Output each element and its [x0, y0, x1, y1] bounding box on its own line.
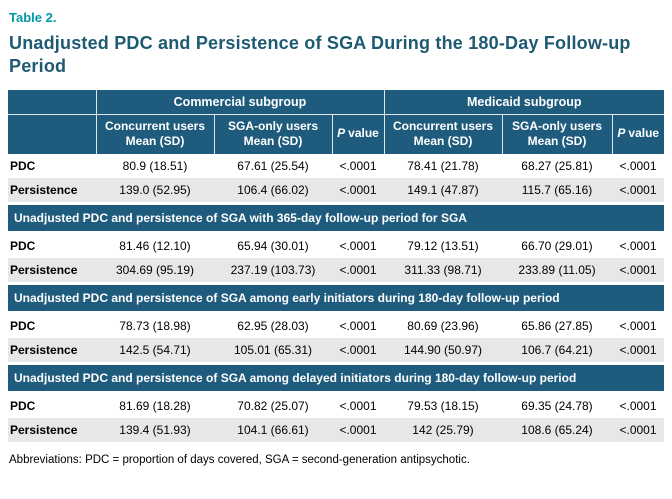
section-header-text: Unadjusted PDC and persistence of SGA am… [8, 282, 665, 315]
cell-pvalue: <.0001 [332, 418, 384, 443]
group-header-commercial: Commercial subgroup [95, 90, 384, 116]
section-header-365-day: Unadjusted PDC and persistence of SGA wi… [8, 202, 665, 235]
col-header-line2: Mean (SD) [413, 133, 473, 148]
cell-pvalue: <.0001 [332, 392, 384, 419]
cell-value: 142 (25.79) [384, 418, 502, 443]
cell-value: 104.1 (66.61) [214, 418, 332, 443]
col-header-line1: Concurrent users [104, 119, 206, 134]
p-value-rest: value [628, 126, 660, 141]
cell-value: 67.61 (25.54) [214, 154, 332, 179]
cell-value: 65.94 (30.01) [214, 232, 332, 259]
column-header-row: Concurrent users Mean (SD) SGA-only users… [8, 114, 665, 155]
section-header-text: Unadjusted PDC and persistence of SGA wi… [8, 202, 665, 235]
cell-value: 139.0 (52.95) [96, 178, 214, 204]
table-row-pdc: PDC 80.9 (18.51) 67.61 (25.54) <.0001 78… [8, 154, 665, 179]
cell-pvalue: <.0001 [332, 258, 384, 284]
col-header-medicaid-sga-only: SGA-only users Mean (SD) [501, 114, 612, 155]
cell-value: 80.9 (18.51) [96, 154, 214, 179]
cell-value: 78.41 (21.78) [384, 154, 502, 179]
col-header-commercial-sga-only: SGA-only users Mean (SD) [213, 114, 332, 155]
col-header-line1: SGA-only users [511, 119, 603, 134]
cell-value: 115.7 (65.16) [502, 178, 612, 204]
col-header-line1: SGA-only users [227, 119, 319, 134]
table-row-persistence: Persistence 139.0 (52.95) 106.4 (66.02) … [8, 178, 665, 204]
row-label: Persistence [8, 418, 96, 443]
cell-pvalue: <.0001 [332, 232, 384, 259]
table-row-pdc: PDC 81.46 (12.10) 65.94 (30.01) <.0001 7… [8, 232, 665, 259]
cell-value: 106.4 (66.02) [214, 178, 332, 204]
cell-pvalue: <.0001 [332, 338, 384, 364]
cell-value: 142.5 (54.71) [96, 338, 214, 364]
cell-value: 233.89 (11.05) [502, 258, 612, 284]
cell-pvalue: <.0001 [612, 312, 665, 339]
cell-value: 81.69 (18.28) [96, 392, 214, 419]
cell-value: 106.7 (64.21) [502, 338, 612, 364]
p-value-italic: P [617, 126, 626, 141]
cell-value: 139.4 (51.93) [96, 418, 214, 443]
cell-value: 304.69 (95.19) [96, 258, 214, 284]
cell-pvalue: <.0001 [612, 392, 665, 419]
cell-pvalue: <.0001 [612, 178, 665, 204]
cell-pvalue: <.0001 [612, 154, 665, 179]
col-header-line2: Mean (SD) [125, 133, 185, 148]
row-label: PDC [8, 312, 96, 339]
cell-value: 108.6 (65.24) [502, 418, 612, 443]
table-row-persistence: Persistence 139.4 (51.93) 104.1 (66.61) … [8, 418, 665, 443]
row-label: PDC [8, 392, 96, 419]
cell-value: 66.70 (29.01) [502, 232, 612, 259]
table-row-pdc: PDC 81.69 (18.28) 70.82 (25.07) <.0001 7… [8, 392, 665, 419]
cell-value: 65.86 (27.85) [502, 312, 612, 339]
cell-value: 144.90 (50.97) [384, 338, 502, 364]
cell-value: 78.73 (18.98) [96, 312, 214, 339]
col-header-line2: Mean (SD) [243, 133, 303, 148]
row-label: Persistence [8, 338, 96, 364]
col-header-commercial-concurrent: Concurrent users Mean (SD) [95, 114, 214, 155]
cell-pvalue: <.0001 [612, 338, 665, 364]
cell-value: 68.27 (25.81) [502, 154, 612, 179]
col-header-line2: Mean (SD) [527, 133, 587, 148]
corner-empty-cell [8, 90, 96, 116]
section-header-delayed-initiators: Unadjusted PDC and persistence of SGA am… [8, 362, 665, 395]
cell-pvalue: <.0001 [612, 418, 665, 443]
cell-pvalue: <.0001 [332, 312, 384, 339]
table-row-persistence: Persistence 142.5 (54.71) 105.01 (65.31)… [8, 338, 665, 364]
cell-pvalue: <.0001 [332, 154, 384, 179]
cell-value: 62.95 (28.03) [214, 312, 332, 339]
table-row-persistence: Persistence 304.69 (95.19) 237.19 (103.7… [8, 258, 665, 284]
cell-value: 311.33 (98.71) [384, 258, 502, 284]
table-title: Unadjusted PDC and Persistence of SGA Du… [9, 33, 631, 77]
p-value-italic: P [337, 126, 346, 141]
subgroup-header-row: Commercial subgroup Medicaid subgroup [8, 90, 665, 116]
row-label: Persistence [8, 258, 96, 284]
cell-value: 79.12 (13.51) [384, 232, 502, 259]
cell-value: 105.01 (65.31) [214, 338, 332, 364]
cell-value: 237.19 (103.73) [214, 258, 332, 284]
abbreviations-footnote: Abbreviations: PDC = proportion of days … [9, 454, 470, 467]
p-value-rest: value [348, 126, 379, 141]
section-header-early-initiators: Unadjusted PDC and persistence of SGA am… [8, 282, 665, 315]
table-number-label: Table 2. [9, 10, 57, 25]
group-header-medicaid: Medicaid subgroup [383, 90, 665, 116]
cell-value: 80.69 (23.96) [384, 312, 502, 339]
col-header-medicaid-concurrent: Concurrent users Mean (SD) [383, 114, 502, 155]
row-label: PDC [8, 232, 96, 259]
section-header-text: Unadjusted PDC and persistence of SGA am… [8, 362, 665, 395]
row-label: Persistence [8, 178, 96, 204]
cell-pvalue: <.0001 [332, 178, 384, 204]
cell-value: 70.82 (25.07) [214, 392, 332, 419]
cell-value: 149.1 (47.87) [384, 178, 502, 204]
col-header-line1: Concurrent users [392, 119, 494, 134]
cell-pvalue: <.0001 [612, 232, 665, 259]
cell-value: 81.46 (12.10) [96, 232, 214, 259]
results-table: Commercial subgroup Medicaid subgroup Co… [8, 90, 665, 443]
table-row-pdc: PDC 78.73 (18.98) 62.95 (28.03) <.0001 8… [8, 312, 665, 339]
cell-value: 79.53 (18.15) [384, 392, 502, 419]
row-label-header-empty [8, 114, 96, 155]
row-label: PDC [8, 154, 96, 179]
cell-value: 69.35 (24.78) [502, 392, 612, 419]
cell-pvalue: <.0001 [612, 258, 665, 284]
